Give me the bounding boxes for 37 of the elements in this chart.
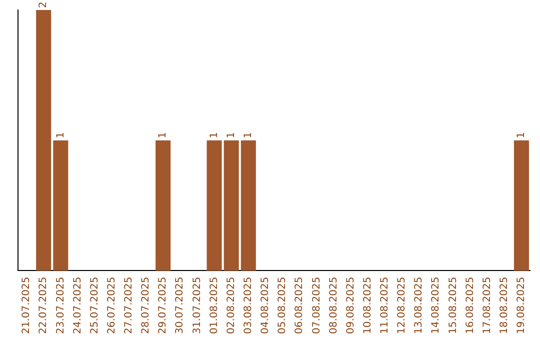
data-label: 1 [208,132,220,138]
x-tick-label: 26.07.2025 [106,276,118,334]
data-label: 2 [38,2,50,8]
x-tick-label: 15.08.2025 [448,276,459,334]
x-tick-label: 30.07.2025 [174,276,186,334]
x-tick-label: 18.08.2025 [498,276,510,334]
x-tick-label: 04.08.2025 [260,276,272,334]
x-tick-label: 24.07.2025 [72,276,84,334]
x-tick-label: 11.08.2025 [380,276,391,334]
data-label: 1 [158,132,169,138]
x-tick-label: 09.08.2025 [345,276,356,334]
x-tick-label: 23.07.2025 [55,276,66,334]
data-label: 1 [226,132,237,138]
x-tick-label: 02.08.2025 [226,276,237,334]
data-label: 1 [516,132,528,138]
x-tick-label: 22.07.2025 [38,276,50,334]
x-tick-label: 31.07.2025 [192,276,203,334]
x-tick-label: 29.07.2025 [158,276,169,334]
x-tick-label: 28.07.2025 [140,276,152,334]
x-tick-label: 21.07.2025 [21,276,32,334]
x-tick-label: 27.07.2025 [124,276,135,334]
x-tick-label: 05.08.2025 [277,276,288,334]
x-tick-label: 14.08.2025 [430,276,442,334]
data-label: 1 [55,132,66,138]
x-tick-label: 08.08.2025 [328,276,340,334]
data-label: 1 [242,132,254,138]
x-tick-label: 01.08.2025 [208,276,220,334]
x-tick-label: 06.08.2025 [294,276,306,334]
x-tick-label: 13.08.2025 [414,276,425,334]
x-tick-label: 17.08.2025 [482,276,493,334]
x-tick-label: 16.08.2025 [464,276,476,334]
x-tick-label: 07.08.2025 [311,276,322,334]
x-tick-label: 03.08.2025 [242,276,254,334]
x-tick-label: 10.08.2025 [362,276,374,334]
x-tick-label: 19.08.2025 [516,276,528,334]
x-tick-label: 25.07.2025 [89,276,100,334]
x-tick-label: 12.08.2025 [396,276,408,334]
